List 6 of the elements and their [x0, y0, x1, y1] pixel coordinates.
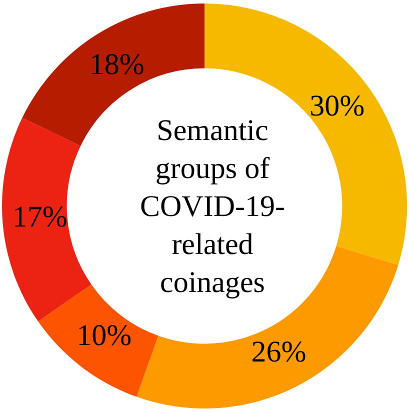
text: Semantic groups of COVID-19-related coinages [139, 113, 286, 301]
data-label: 26% [251, 335, 306, 368]
data-label: 18% [89, 48, 144, 81]
data-label: 17% [12, 200, 68, 234]
data-label: 30% [310, 90, 365, 123]
data-label: 10% [76, 318, 132, 352]
